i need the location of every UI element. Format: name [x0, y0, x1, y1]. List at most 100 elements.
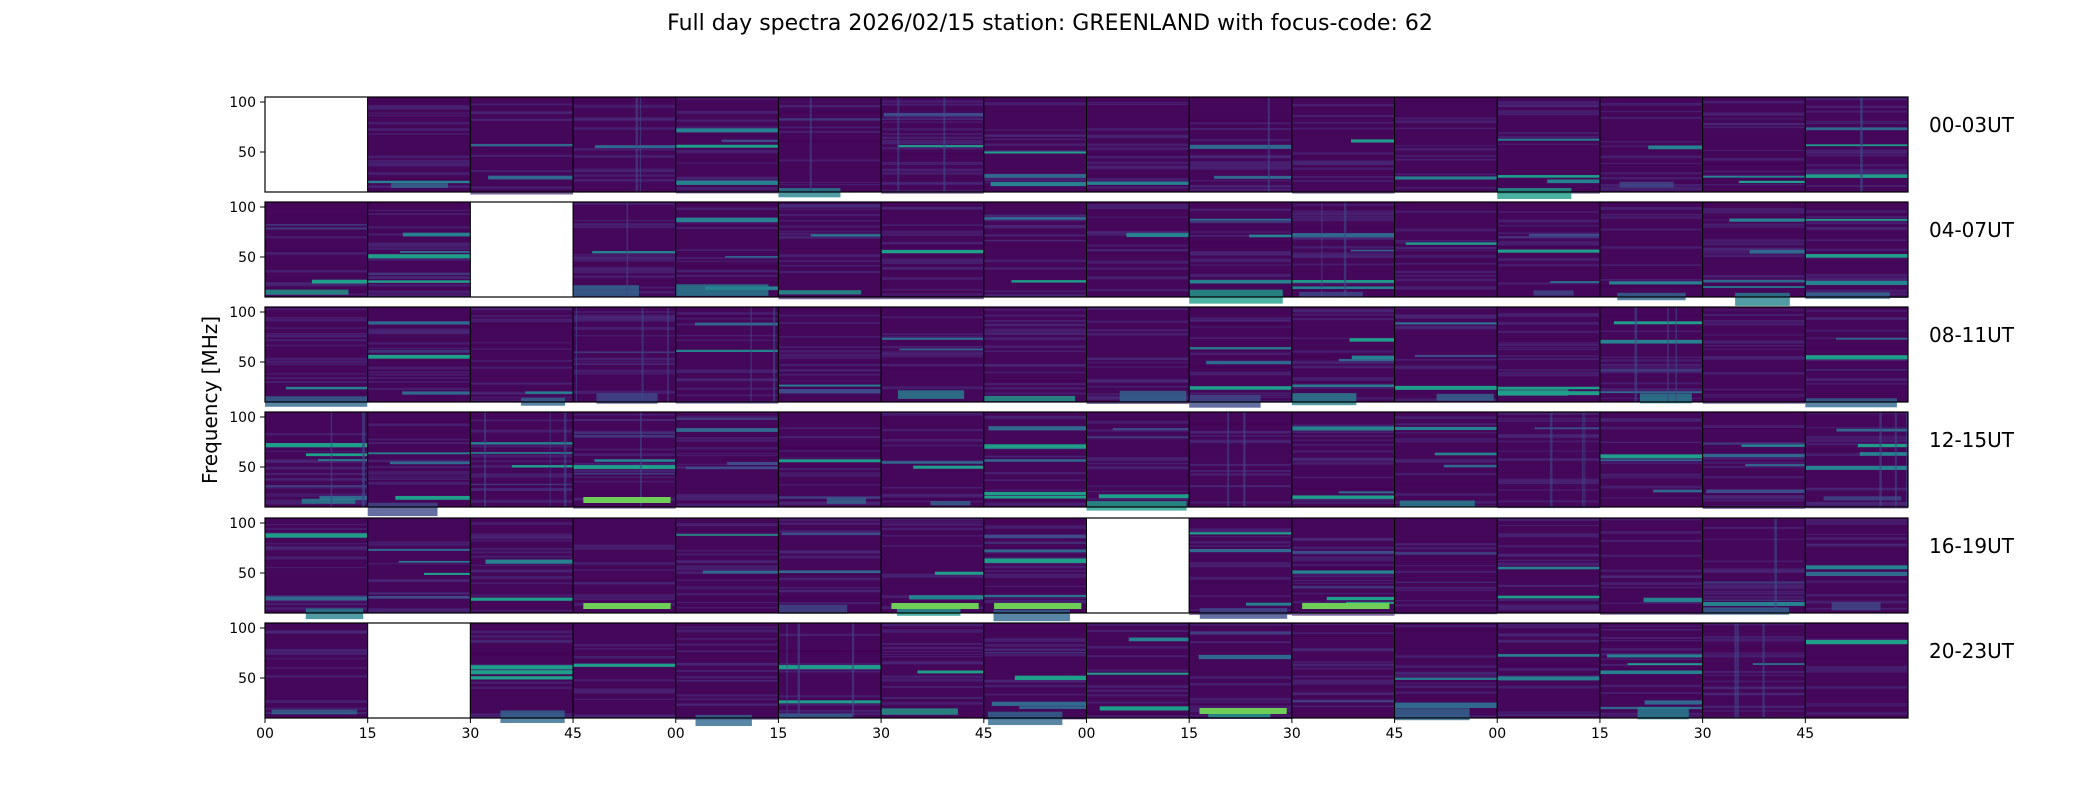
freq-band: [1599, 228, 1703, 231]
freq-band: [265, 556, 368, 560]
y-tick-label: 100: [229, 410, 256, 426]
freq-band: [1599, 569, 1703, 572]
freq-band: [367, 349, 471, 353]
freq-band: [1086, 485, 1190, 488]
freq-band: [1291, 682, 1395, 685]
freq-band: [675, 339, 779, 341]
freq-band: [1291, 495, 1395, 499]
freq-band: [1086, 249, 1190, 251]
freq-band: [685, 466, 779, 470]
freq-band: [1291, 501, 1395, 504]
freq-band: [470, 445, 574, 448]
freq-band: [881, 518, 984, 521]
freq-band: [1291, 313, 1395, 316]
freq-band: [881, 356, 984, 358]
freq-band: [1086, 462, 1190, 465]
freq-band: [1497, 450, 1600, 452]
spectrum-panel: [983, 96, 1087, 193]
freq-band: [1599, 356, 1703, 359]
freq-band: [881, 133, 984, 135]
freq-band: [1291, 556, 1395, 560]
spectrum-panel: [367, 517, 471, 614]
freq-band: [367, 380, 471, 383]
freq-band: [881, 100, 984, 103]
freq-band: [778, 118, 882, 121]
freq-band: [1599, 102, 1703, 106]
freq-band: [395, 495, 471, 500]
time-streak: [1905, 412, 1908, 507]
freq-band: [367, 342, 471, 345]
freq-band: [1291, 281, 1395, 285]
freq-band: [1086, 334, 1190, 336]
y-tick-label: 100: [229, 200, 256, 216]
freq-band: [1497, 313, 1600, 316]
freq-band: [1291, 263, 1395, 266]
spectrum-panel: [264, 306, 369, 407]
freq-band: [1394, 316, 1498, 319]
freq-band: [881, 545, 984, 547]
freq-band: [1599, 187, 1703, 191]
freq-band: [573, 598, 676, 600]
freq-band: [1805, 437, 1908, 440]
low-freq-noise: [1702, 607, 1790, 615]
freq-band: [1599, 172, 1703, 175]
spectrum-panel: [572, 411, 677, 509]
freq-band: [1497, 321, 1600, 325]
freq-band: [470, 154, 574, 157]
low-freq-noise: [1533, 290, 1574, 296]
freq-band: [1805, 105, 1908, 108]
panel-background: [573, 97, 676, 192]
freq-band: [881, 333, 984, 336]
freq-band: [470, 501, 574, 503]
freq-band: [1497, 440, 1600, 443]
freq-band: [402, 391, 471, 395]
freq-band: [265, 317, 368, 319]
freq-band: [778, 369, 882, 372]
freq-band: [1702, 638, 1806, 642]
freq-band: [1805, 213, 1908, 216]
freq-band: [778, 522, 882, 525]
freq-band: [573, 170, 676, 173]
freq-band: [265, 630, 368, 634]
freq-band: [675, 680, 779, 682]
freq-band: [1599, 641, 1703, 645]
freq-band: [983, 479, 1087, 482]
freq-band: [1394, 547, 1498, 550]
freq-band: [983, 595, 1087, 597]
freq-band: [899, 348, 984, 351]
freq-band: [778, 111, 882, 114]
freq-band: [1189, 97, 1292, 100]
freq-band: [1189, 532, 1292, 535]
freq-band: [983, 534, 1087, 539]
freq-band: [881, 697, 984, 699]
freq-band: [367, 115, 471, 117]
freq-band: [367, 420, 471, 424]
freq-band: [1648, 145, 1703, 150]
freq-band: [675, 178, 779, 180]
freq-band: [1086, 186, 1190, 189]
freq-band: [1189, 185, 1292, 188]
freq-band: [1805, 215, 1908, 219]
freq-band: [778, 695, 882, 698]
freq-band: [983, 502, 1087, 506]
freq-band: [881, 128, 984, 131]
freq-band: [1497, 282, 1600, 285]
freq-band: [367, 481, 471, 485]
freq-band: [573, 390, 676, 394]
freq-band: [881, 428, 984, 432]
freq-band: [1394, 155, 1498, 157]
freq-band: [983, 415, 1087, 418]
freq-band: [1497, 355, 1600, 357]
freq-band: [778, 602, 882, 605]
freq-band: [881, 241, 984, 244]
freq-band: [1805, 154, 1908, 157]
freq-band: [1702, 340, 1806, 343]
spectrum-panel: [1394, 517, 1498, 615]
freq-band: [573, 360, 676, 362]
freq-band: [367, 347, 471, 350]
freq-band: [470, 630, 574, 634]
panel-background: [367, 518, 471, 613]
freq-band: [1189, 528, 1292, 531]
freq-band: [573, 311, 676, 313]
freq-band: [1497, 559, 1600, 562]
